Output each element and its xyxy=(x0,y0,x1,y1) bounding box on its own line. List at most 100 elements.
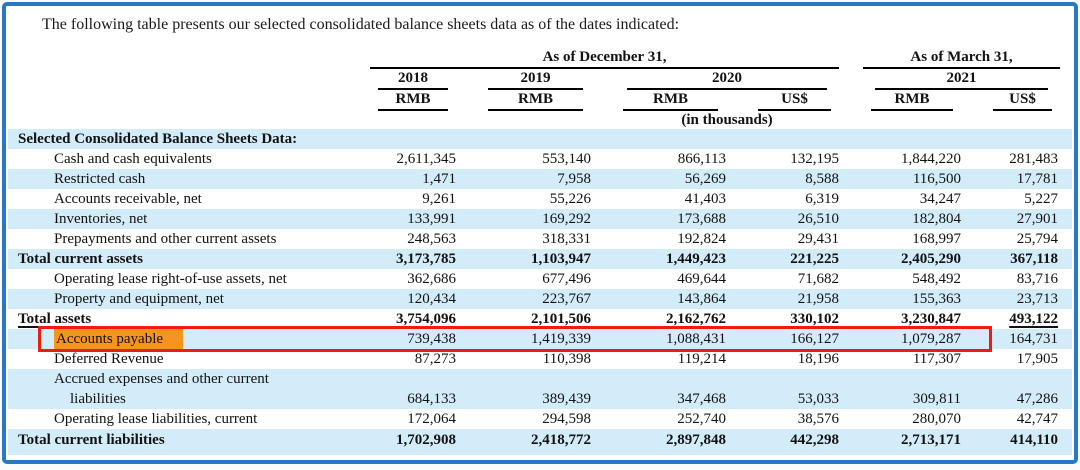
col-group-march: As of March 31, xyxy=(851,47,1072,69)
cell-value: 414,110 xyxy=(973,429,1072,455)
table-header: As of December 31, As of March 31, 2018 … xyxy=(8,47,1072,129)
table-row-total-assets: Total assets 3,754,096 2,101,506 2,162,7… xyxy=(8,309,1072,329)
header-units-row: (in thousands) xyxy=(8,111,1072,129)
table-row-operating-lease-liabilities: Operating lease liabilities, current 172… xyxy=(8,409,1072,429)
cell-value: 1,419,339 xyxy=(468,329,603,349)
cell-value: 2,162,762 xyxy=(666,311,726,327)
row-label: Total current liabilities xyxy=(8,429,358,455)
cell-value: 155,363 xyxy=(851,289,974,309)
cell-value: 55,226 xyxy=(549,191,591,207)
cell-value: 2,713,171 xyxy=(851,429,974,455)
cell-value: 132,195 xyxy=(790,151,840,167)
cell-value: 389,439 xyxy=(468,369,603,409)
table-row-prepayments: Prepayments and other current assets 248… xyxy=(8,229,1072,249)
cell-value: 677,496 xyxy=(542,271,591,287)
cell-value: 221,225 xyxy=(738,249,852,269)
row-label: Operating lease right-of-use assets, net xyxy=(54,271,287,287)
col-currency-2021-rmb: RMB xyxy=(851,90,973,111)
cell-value: 553,140 xyxy=(542,151,591,167)
table-row-accounts-receivable: Accounts receivable, net 9,261 55,226 41… xyxy=(8,189,1072,209)
section-header-row: Selected Consolidated Balance Sheets Dat… xyxy=(8,129,1072,149)
cell-value: 362,686 xyxy=(407,271,456,287)
intro-paragraph: The following table presents our selecte… xyxy=(42,16,680,33)
cell-value: 9,261 xyxy=(422,191,456,207)
section-title: Selected Consolidated Balance Sheets Dat… xyxy=(8,129,358,149)
cell-value: 1,471 xyxy=(358,169,468,189)
row-label: Operating lease liabilities, current xyxy=(54,411,258,427)
cell-value: 5,227 xyxy=(1024,191,1058,207)
table-row-restricted-cash: Restricted cash 1,471 7,958 56,269 8,588… xyxy=(8,169,1072,189)
table-row-deferred-revenue: Deferred Revenue 87,273 110,398 119,214 … xyxy=(8,349,1072,369)
row-label: Prepayments and other current assets xyxy=(54,231,277,247)
cell-value: 17,905 xyxy=(1016,351,1058,367)
cell-value: 7,958 xyxy=(468,169,603,189)
col-group-december-label: As of December 31, xyxy=(370,49,840,69)
cell-value: 71,682 xyxy=(797,271,840,287)
col-year-2021: 2021 xyxy=(851,69,1072,90)
header-spacer xyxy=(468,111,603,129)
col-group-december: As of December 31, xyxy=(358,47,851,69)
cell-value: 169,292 xyxy=(468,209,603,229)
col-year-2018: 2018 xyxy=(358,69,468,90)
cell-value: 87,273 xyxy=(414,351,456,367)
header-spacer xyxy=(851,111,1072,129)
empty-cell xyxy=(851,129,974,149)
cell-value: 1,079,287 xyxy=(851,329,974,349)
cell-value: 223,767 xyxy=(468,289,603,309)
cell-value: 739,438 xyxy=(358,329,468,349)
cell-value: 442,298 xyxy=(738,429,852,455)
col-currency-2020-rmb: RMB xyxy=(603,90,738,111)
cell-value: 2,405,290 xyxy=(851,249,974,269)
cell-value: 143,864 xyxy=(603,289,738,309)
cell-value: 3,754,096 xyxy=(396,311,456,327)
cell-value: 493,122 xyxy=(1009,311,1058,327)
cell-value: 47,286 xyxy=(973,369,1072,409)
header-spacer xyxy=(358,111,468,129)
col-group-march-label: As of March 31, xyxy=(863,49,1060,69)
cell-value: 17,781 xyxy=(973,169,1072,189)
cell-value: 116,500 xyxy=(851,169,974,189)
cell-value: 110,398 xyxy=(542,351,591,367)
row-label: Accounts receivable, net xyxy=(54,191,202,207)
document-frame: The following table presents our selecte… xyxy=(2,2,1078,464)
empty-cell xyxy=(738,129,852,149)
cell-value: 119,214 xyxy=(677,351,726,367)
empty-cell xyxy=(603,129,738,149)
row-label: Total current assets xyxy=(8,249,358,269)
header-spacer xyxy=(8,69,358,90)
row-label: Cash and cash equivalents xyxy=(54,151,212,167)
row-label-highlighted: Accounts payable xyxy=(8,326,992,352)
cell-value: 29,431 xyxy=(797,231,840,247)
units-note: (in thousands) xyxy=(681,112,773,128)
cell-value: 38,576 xyxy=(797,411,840,427)
cell-value: 120,434 xyxy=(358,289,468,309)
cell-value: 173,688 xyxy=(603,209,738,229)
cell-value: 182,804 xyxy=(851,209,974,229)
row-label: Accrued expenses and other current liabi… xyxy=(8,369,358,409)
cell-value: 1,088,431 xyxy=(603,329,738,349)
row-label-line1: Accrued expenses and other current xyxy=(54,371,269,387)
cell-value: 347,468 xyxy=(603,369,738,409)
cell-value: 41,403 xyxy=(684,191,726,207)
table-row-inventories: Inventories, net 133,991 169,292 173,688… xyxy=(8,209,1072,229)
header-spacer xyxy=(8,111,358,129)
header-spacer xyxy=(8,90,358,111)
cell-value: 34,247 xyxy=(919,191,962,207)
cell-value: 469,644 xyxy=(677,271,726,287)
cell-value: 21,958 xyxy=(738,289,852,309)
row-label: Restricted cash xyxy=(8,169,358,189)
table-row-cash: Cash and cash equivalents 2,611,345 553,… xyxy=(8,149,1072,169)
cell-value: 252,740 xyxy=(677,411,726,427)
header-currency-row: RMB RMB RMB US$ RMB US$ xyxy=(8,90,1072,111)
cell-value: 168,997 xyxy=(912,231,962,247)
col-currency-2019-rmb: RMB xyxy=(468,90,603,111)
header-year-row: 2018 2019 2020 2021 xyxy=(8,69,1072,90)
col-currency-2018-rmb: RMB xyxy=(358,90,468,111)
cell-value: 3,230,847 xyxy=(901,311,962,327)
cell-value: 172,064 xyxy=(407,411,456,427)
cell-value: 2,897,848 xyxy=(603,429,738,455)
cell-value: 309,811 xyxy=(851,369,974,409)
cell-value: 281,483 xyxy=(1009,151,1058,167)
empty-cell xyxy=(358,129,468,149)
cell-value: 25,794 xyxy=(1016,231,1058,247)
